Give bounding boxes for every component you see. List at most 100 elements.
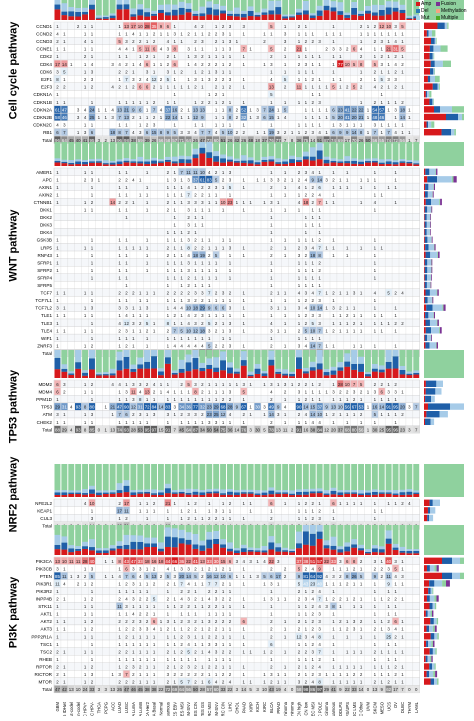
summary-bar-segment [443,61,451,67]
summary-bar-segment [424,633,431,639]
column-bar-segment [220,6,226,11]
column-bar-segment [351,544,357,547]
column-bar-segment [262,157,268,160]
gene-label: NFE2L2 [35,501,52,506]
column-bar-segment [61,536,67,542]
legend-item-fusion: Fusion [436,1,456,7]
column-bar-segment [268,161,274,166]
summary-bar-segment [435,61,443,67]
gene-label: CDK2 [40,54,53,59]
column-bar-segment [158,368,164,371]
column-bar-segment [317,532,323,539]
column-bar-segment [179,2,185,8]
column-bar-segment [124,535,130,545]
column-bar-segment [172,163,178,166]
summary-bar-segment [424,588,428,594]
cell-value: 67 [241,405,246,410]
summary-bar-segment [458,114,462,120]
grid-row [54,655,420,663]
summary-bar-segment [424,169,425,175]
summary-bar-segment [434,184,435,190]
column-bar-segment [89,9,95,20]
column-bar-segment [262,160,268,162]
column-label: PAAD [241,702,246,713]
summary-bar-segment [437,678,438,684]
cell-value: 17 [55,62,60,67]
column-label: GBM [55,701,60,711]
column-bar-segment [365,14,371,20]
cell-value: 40 [386,559,391,564]
cell-value: 18 [193,306,198,311]
summary-bar-segment [434,678,437,684]
summary-bar-segment [428,641,431,647]
column-bar-segment [386,492,392,493]
column-bar-segment [137,536,143,543]
cell-value: 14 [379,405,384,410]
column-bar-segment [206,548,212,555]
column-bar-segment [186,9,192,13]
cell-value: 23 [228,200,233,205]
column-bar-segment [331,162,337,166]
column-bar-segment [117,546,123,549]
column-bar-segment [186,163,192,166]
summary-bar-segment [452,558,460,564]
column-bar-segment [317,493,323,497]
column-bar-segment [331,367,337,371]
summary-bar-segment [424,507,428,513]
column-bar-segment [317,150,323,159]
column-bar-segment [165,364,171,378]
column-label: KICH [255,702,260,712]
column-bar-segment [413,493,419,494]
cell-value: 10 [138,24,143,29]
summary-bar-segment [430,45,434,51]
cell-value: 13 [145,389,150,394]
cell-value: 81 [303,574,308,579]
column-bar-segment [130,372,136,378]
cell-value: 11 [131,389,136,394]
column-bar-segment [199,7,205,14]
summary-bar-segment [433,68,434,74]
column-bar-segment [262,552,268,555]
column-bar-segment [372,548,378,552]
column-bar-segment [296,162,302,166]
column-bar-segment [151,14,157,16]
summary-bar-segment [424,327,426,333]
summary-bar-segment [424,388,426,394]
column-bar-segment [344,494,350,497]
column-bar-segment [379,159,385,162]
column-bar-segment [61,15,67,20]
summary-bar-segment [426,411,439,417]
column-bar-segment [199,153,205,166]
column-bar-segment [179,373,185,378]
summary-bar-segment [446,114,458,120]
column-bar-segment [296,548,302,555]
total-value: 80 [352,427,357,432]
summary-bar-segment [426,91,427,97]
total-value: 46 [131,687,136,692]
column-bar-segment [406,375,412,378]
column-label: LIHC [228,702,233,712]
column-bar-segment [213,489,219,492]
column-bar-segment [255,548,261,550]
summary-bar-segment [433,53,434,59]
cell-value: 44 [165,559,170,564]
cell-value: 46 [379,115,384,120]
summary-bar-segment [425,282,427,288]
legend-swatch-multiple [436,16,440,20]
summary-bar-segment [427,176,437,182]
column-bar-segment [365,159,371,161]
cell-value: 25 [90,115,95,120]
grid-row [54,244,420,252]
column-bar-segment [275,547,281,551]
summary-bar-segment [430,320,437,326]
grid-row [54,395,420,403]
cell-value: 43 [303,581,308,586]
summary-bar-segment [424,61,431,67]
column-bar-segment [282,164,288,166]
summary-bar-segment [432,663,434,669]
total-value: 98 [303,687,308,692]
column-bar-segment [186,489,192,493]
column-bar-segment [337,163,343,166]
column-bar-segment [82,495,88,497]
column-bar-segment [206,158,212,166]
